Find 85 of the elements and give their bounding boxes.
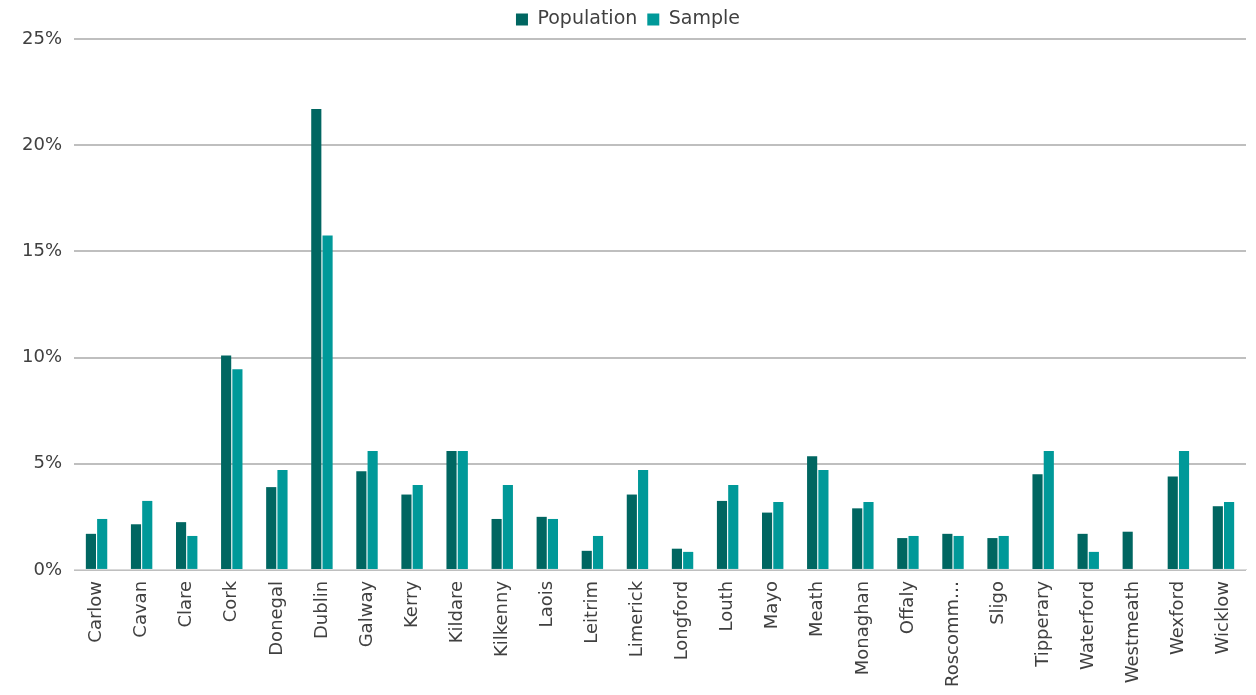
x-tick-label: Carlow <box>84 580 106 643</box>
bar <box>232 369 243 569</box>
x-tick-label: Limerick <box>625 580 647 658</box>
x-tick-label: Donegal <box>264 580 286 656</box>
bar <box>547 518 559 569</box>
bar <box>728 484 739 569</box>
x-tick-label: Wexford <box>1166 580 1188 655</box>
bar <box>998 535 1009 569</box>
bar <box>716 500 728 569</box>
bar <box>97 518 108 569</box>
x-tick-label: Clare <box>174 580 196 628</box>
x-tick-label: Longford <box>670 580 692 661</box>
bar <box>322 235 333 569</box>
y-tick-label: 5% <box>33 451 63 473</box>
bar <box>1224 501 1235 569</box>
y-tick-label: 0% <box>33 557 63 579</box>
bar <box>1032 474 1043 569</box>
x-tick-label: Kerry <box>399 580 421 629</box>
x-tick-label: Sligo <box>985 580 1007 625</box>
bar <box>852 508 863 569</box>
bar <box>908 535 919 569</box>
bar <box>412 484 423 569</box>
bar <box>142 500 153 569</box>
bar <box>130 524 142 569</box>
bar <box>1043 451 1054 569</box>
y-tick-label: 20% <box>21 132 63 154</box>
x-tick-label: Roscomm… <box>940 580 962 688</box>
bar <box>311 109 322 569</box>
bar <box>1178 451 1190 569</box>
bar <box>987 538 998 569</box>
bar <box>1077 533 1088 569</box>
bar <box>592 535 604 569</box>
bar <box>807 456 818 569</box>
x-tick-label: Meath <box>805 580 827 638</box>
legend-label: Sample <box>668 6 741 29</box>
bar <box>581 550 592 569</box>
bar <box>671 548 682 569</box>
bar <box>221 355 232 569</box>
x-tick-label: Westmeath <box>1120 580 1142 684</box>
bar <box>266 487 277 569</box>
bar <box>761 512 773 569</box>
bar <box>626 494 637 569</box>
bar <box>942 533 953 569</box>
bar <box>773 501 784 569</box>
bar <box>1167 476 1178 569</box>
bar <box>1212 506 1223 569</box>
y-tick-label: 10% <box>21 345 63 367</box>
x-tick-label: Tipperary <box>1030 580 1052 668</box>
x-tick-label: Offaly <box>895 580 917 635</box>
x-tick-label: Waterford <box>1075 580 1097 671</box>
bar <box>683 551 694 569</box>
bar <box>85 533 96 569</box>
x-tick-label: Laois <box>534 580 556 628</box>
bar <box>187 535 198 569</box>
bar <box>1122 531 1133 569</box>
y-tick-label: 15% <box>21 239 63 261</box>
bar <box>502 484 513 569</box>
y-tick-label: 25% <box>21 26 63 48</box>
bar <box>457 451 468 569</box>
x-tick-label: Monaghan <box>850 580 872 676</box>
bar <box>1088 551 1099 569</box>
x-tick-label: Wicklow <box>1211 580 1233 655</box>
x-tick-label: Mayo <box>760 580 782 630</box>
x-tick-label: Galway <box>354 580 376 648</box>
bar <box>818 470 829 569</box>
legend-label: Population <box>537 6 638 29</box>
bar <box>638 470 649 569</box>
bar <box>491 518 502 569</box>
bar <box>953 535 964 569</box>
bar <box>446 451 457 569</box>
x-tick-label: Leitrim <box>580 580 602 644</box>
bar <box>277 470 288 569</box>
x-tick-label: Kilkenny <box>489 580 511 658</box>
x-tick-label: Kildare <box>444 580 466 644</box>
x-tick-label: Cork <box>219 580 241 623</box>
bar <box>401 494 412 569</box>
x-tick-label: Dublin <box>309 580 331 640</box>
bar <box>536 516 547 569</box>
bar <box>863 501 874 569</box>
x-tick-label: Louth <box>715 580 737 632</box>
bar <box>367 451 378 569</box>
bar <box>897 538 908 569</box>
bar <box>356 471 367 569</box>
x-tick-label: Cavan <box>129 580 151 638</box>
bar <box>175 522 187 569</box>
